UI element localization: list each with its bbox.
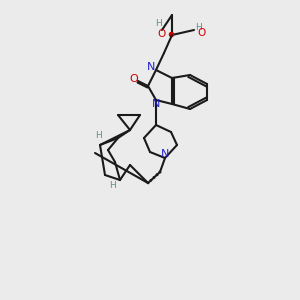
Text: H: H [110, 181, 116, 190]
Text: O: O [198, 28, 206, 38]
Text: H: H [195, 23, 201, 32]
Text: N: N [147, 62, 155, 72]
Text: H: H [154, 19, 161, 28]
Text: N: N [161, 149, 169, 159]
Text: O: O [158, 29, 166, 39]
Text: O: O [130, 74, 138, 84]
Text: H: H [94, 130, 101, 140]
Text: N: N [152, 99, 160, 109]
